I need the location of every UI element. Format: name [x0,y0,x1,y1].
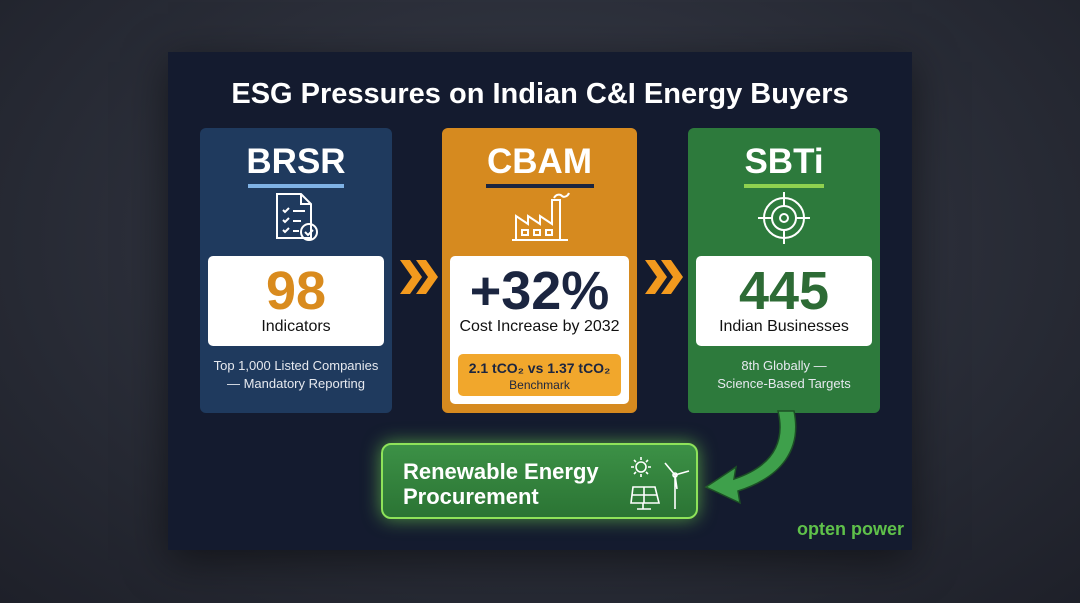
underline [486,184,594,188]
target-icon [758,192,810,244]
stat-box: 98 Indicators [208,256,384,346]
card-heading: CBAM [487,142,592,181]
logo: opten power [797,519,904,539]
stat: 98 [265,261,327,321]
chevrons [400,260,438,294]
factory-icon [511,192,570,241]
card-sbti: SBTi 445 Indian Businesses 8th Globally … [688,128,880,413]
card-heading: SBTi [744,142,824,181]
outcome-line: Renewable Energy [403,459,599,484]
underline [248,184,344,188]
note: 8th Globally — [741,358,827,373]
card-cbam: CBAM +32% Cost Increase by 2032 2.1 tCO₂… [442,128,637,413]
title: ESG Pressures on Indian C&I Energy Buyer… [231,78,849,110]
chevrons [645,260,683,294]
stat: +32% [469,261,610,321]
stat-box: +32% Cost Increase by 2032 2.1 tCO₂ vs 1… [450,256,629,404]
underline [744,184,824,188]
stat: 445 [738,261,830,321]
benchmark-value: 2.1 tCO₂ vs 1.37 tCO₂ [468,360,611,376]
stat-box: 445 Indian Businesses [696,256,872,346]
outcome-box: Renewable Energy Procurement [381,443,698,519]
benchmark-box: 2.1 tCO₂ vs 1.37 tCO₂ Benchmark [458,354,621,396]
card-brsr: BRSR 98 Indicators Top 1,000 Listed Comp… [200,128,392,413]
note: Science-Based Targets [717,376,851,391]
stat-label: Indicators [261,318,331,335]
outcome-line: Procurement [403,484,539,509]
stat-label: Cost Increase by 2032 [459,318,620,335]
stat-label: Indian Businesses [719,318,849,335]
document-icon [276,193,318,241]
benchmark-label: Benchmark [509,378,570,392]
curved-arrow [704,410,797,505]
note: Top 1,000 Listed Companies [213,358,379,373]
note: — Mandatory Reporting [226,376,365,391]
renewable-icon [630,457,690,510]
card-heading: BRSR [246,142,346,181]
